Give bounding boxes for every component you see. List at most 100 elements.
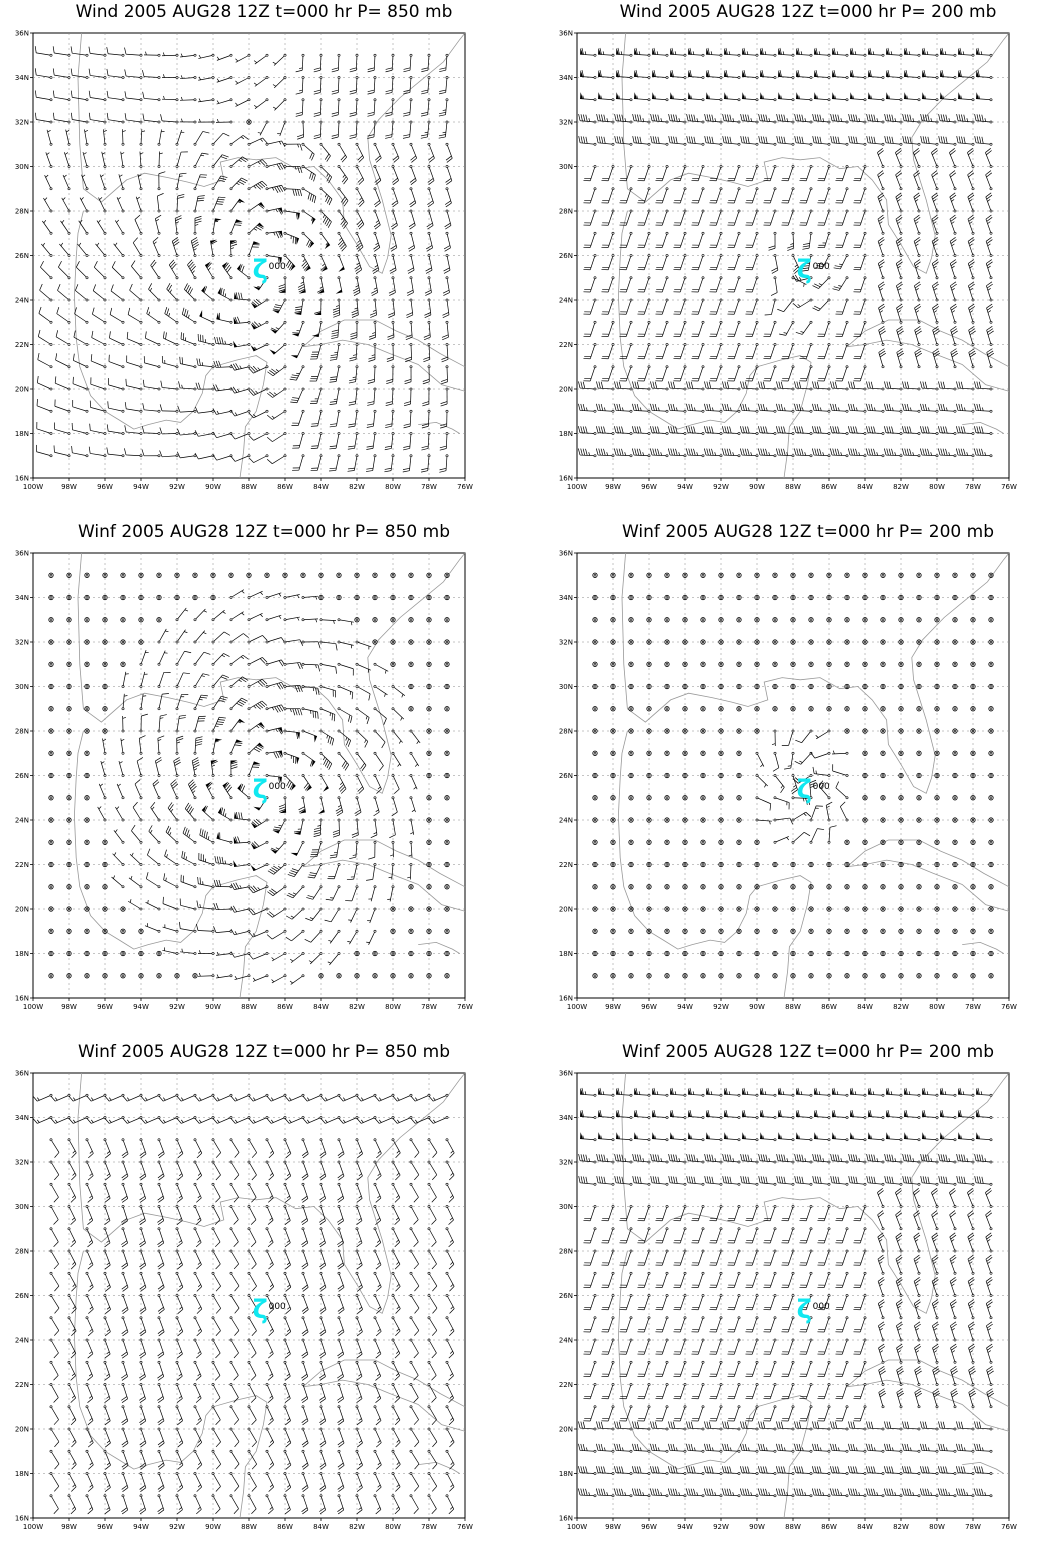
barb-full (89, 69, 90, 76)
barb-half (798, 304, 801, 306)
barb-shaft (109, 385, 123, 389)
barb-station (666, 99, 668, 101)
barb-half (874, 408, 875, 411)
barb-shaft (904, 76, 919, 77)
barb-full (332, 115, 339, 117)
barb-full (198, 198, 205, 199)
barb-shaft (352, 887, 357, 901)
barb-shaft (922, 76, 937, 77)
barb-shaft (278, 820, 285, 833)
barb-full (799, 137, 800, 144)
barb-full (161, 381, 162, 388)
barb-station (194, 930, 196, 932)
barb-station (392, 432, 394, 434)
barb-station (954, 343, 956, 345)
barb-full (314, 828, 321, 830)
barb-station (738, 366, 740, 368)
barb-station (792, 254, 794, 256)
barb-full (781, 382, 783, 389)
barb-station (50, 165, 52, 167)
barb-full (329, 448, 336, 449)
barb-station (194, 863, 196, 865)
barb-station (212, 343, 214, 345)
barb-station (284, 299, 286, 301)
barb-full (814, 284, 820, 287)
barb-station (702, 321, 704, 323)
barb-half (330, 898, 333, 899)
barb-half (414, 787, 417, 789)
barb-shaft (110, 315, 123, 323)
barb-station (374, 321, 376, 323)
barb-full (142, 426, 144, 433)
barb-half (199, 950, 200, 953)
barb-full (815, 382, 817, 389)
barb-station (774, 210, 776, 212)
calm-circle-inner (194, 975, 196, 977)
barb-full (831, 136, 832, 143)
barb-full (164, 873, 165, 880)
barb-station (774, 277, 776, 279)
barb-shaft (90, 430, 105, 433)
barb-full (820, 427, 822, 434)
barb-station (882, 232, 884, 234)
barb-half (621, 51, 622, 54)
barb-pennant (850, 92, 853, 99)
barb-station (666, 54, 668, 56)
barb-full (586, 115, 587, 122)
barb-full (581, 382, 583, 389)
barb-full (619, 404, 621, 411)
barb-full (925, 404, 927, 411)
barb-full (35, 113, 36, 120)
barb-full (35, 46, 36, 53)
barb-half (673, 96, 674, 99)
barb-station (428, 254, 430, 256)
barb-station (320, 321, 322, 323)
barb-station (122, 232, 124, 234)
barb-station (720, 121, 722, 123)
barb-half (170, 832, 171, 835)
barb-full (439, 137, 446, 138)
barb-station (612, 388, 614, 390)
barb-station (864, 121, 866, 123)
barb-half (276, 729, 278, 732)
barb-full (834, 287, 841, 289)
barb-half (62, 220, 64, 223)
barb-station (774, 99, 776, 101)
barb-shaft (598, 54, 613, 55)
barb-station (266, 121, 268, 123)
barb-full (348, 740, 351, 746)
barb-full (387, 359, 393, 361)
barb-half (769, 118, 770, 121)
barb-station (990, 54, 992, 56)
barb-full (867, 136, 868, 143)
calm-circle (49, 751, 53, 755)
barb-full (386, 404, 393, 406)
barb-full (273, 309, 280, 310)
barb-station (410, 366, 412, 368)
barb-station (936, 432, 938, 434)
barb-full (289, 873, 295, 875)
barb-station (122, 730, 124, 732)
barb-full (848, 381, 850, 388)
barb-half (160, 718, 163, 719)
barb-full (923, 404, 925, 411)
calm-circle (49, 885, 53, 889)
barb-station (666, 232, 668, 234)
barb-station (900, 99, 902, 101)
barb-full (367, 426, 374, 427)
calm-circle-inner (50, 819, 52, 821)
barb-full (199, 359, 200, 366)
barb-station (266, 165, 268, 167)
barb-full (925, 137, 926, 144)
barb-half (323, 757, 325, 760)
barb-full (759, 136, 760, 143)
barb-full (385, 424, 392, 425)
barb-full (348, 448, 355, 449)
barb-station (846, 232, 848, 234)
barb-full (385, 137, 392, 138)
barb-full (849, 136, 850, 143)
barb-station (954, 254, 956, 256)
barb-full (407, 290, 413, 293)
barb-half (823, 118, 824, 121)
barb-shaft (72, 430, 87, 434)
